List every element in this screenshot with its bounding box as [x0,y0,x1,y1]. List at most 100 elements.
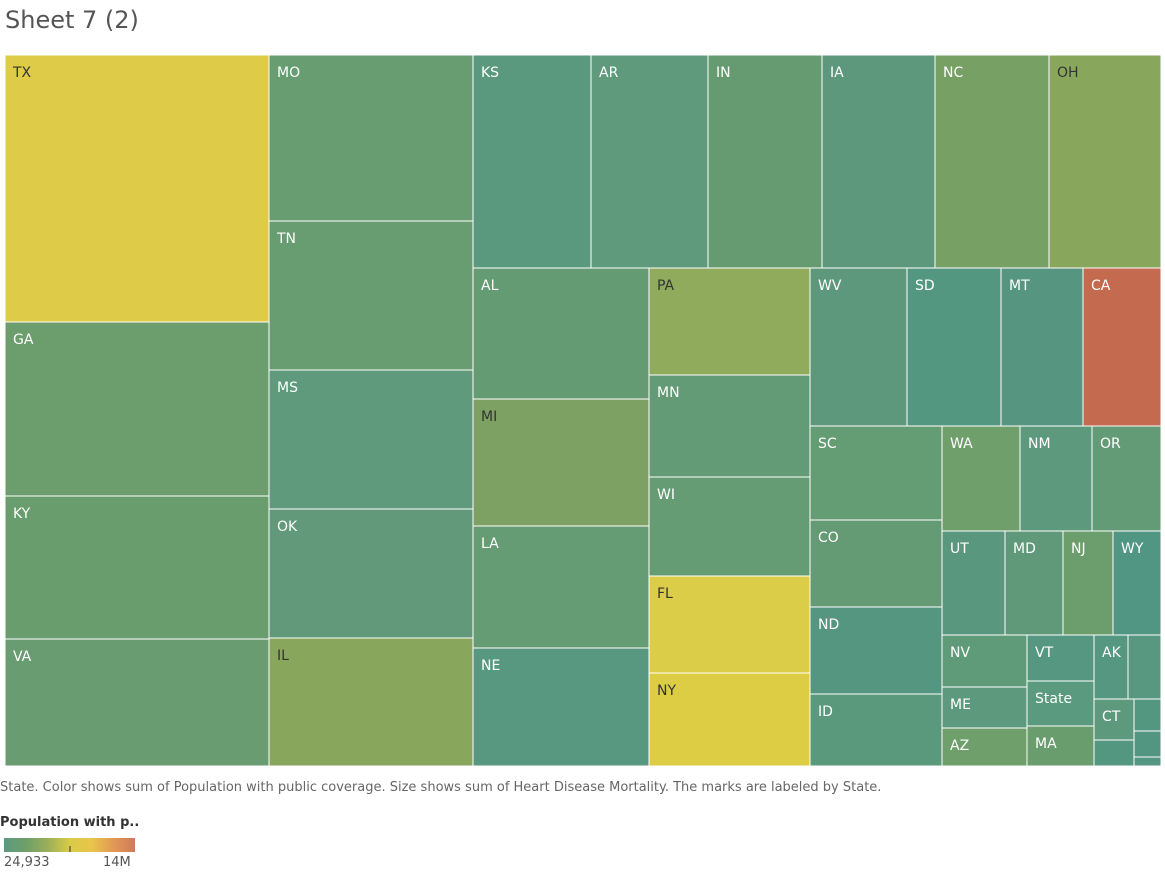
treemap-label-mi: MI [481,409,497,425]
treemap-label-or: OR [1100,436,1121,452]
treemap-cell-vt[interactable] [1026,634,1095,682]
treemap-cell-state[interactable] [1026,680,1095,727]
treemap-label-co: CO [818,530,839,546]
treemap-label-id: ID [818,704,833,720]
treemap-cell-ga[interactable] [4,321,270,497]
treemap-cell-mn[interactable] [648,374,811,478]
treemap-label-ca: CA [1091,278,1111,294]
treemap-cell-fl[interactable] [648,575,811,674]
treemap-cell-unlabeled-51[interactable] [1133,756,1162,767]
treemap-label-sd: SD [915,278,935,294]
treemap-cell-az[interactable] [941,727,1028,767]
sheet-title: Sheet 7 (2) [5,6,139,34]
treemap-cell-unlabeled-47[interactable] [1127,634,1162,700]
treemap-cell-ar[interactable] [590,54,709,269]
treemap-label-ms: MS [277,380,298,396]
treemap-cell-ct[interactable] [1093,698,1135,741]
treemap-label-tx: TX [12,65,32,81]
treemap-cell-ny[interactable] [648,672,811,767]
treemap-cell-il[interactable] [268,637,474,767]
treemap-cell-md[interactable] [1004,530,1064,636]
treemap-label-il: IL [277,648,289,664]
treemap-cell-va[interactable] [4,638,270,767]
treemap-cell-ks[interactable] [472,54,592,269]
chart-caption: State. Color shows sum of Population wit… [0,780,882,795]
treemap-label-oh: OH [1057,65,1079,81]
treemap-label-nc: NC [943,65,963,81]
treemap-label-ky: KY [13,506,31,522]
treemap-cell-wy[interactable] [1112,530,1162,636]
treemap-label-ut: UT [950,541,969,557]
treemap-label-az: AZ [950,738,969,754]
treemap-cell-wa[interactable] [941,425,1021,532]
treemap-cell-co[interactable] [809,519,943,608]
treemap-label-al: AL [481,278,499,294]
color-legend-gradient [4,838,135,852]
treemap-label-nd: ND [818,617,839,633]
treemap-label-nv: NV [950,645,970,661]
treemap-cell-sd[interactable] [906,267,1002,427]
treemap-label-in: IN [716,65,731,81]
treemap-cell-in[interactable] [707,54,823,269]
treemap-cell-id[interactable] [809,693,943,767]
treemap-label-fl: FL [657,586,673,602]
treemap-label-vt: VT [1035,645,1054,661]
treemap-label-ny: NY [657,683,676,699]
treemap-label-ak: AK [1102,645,1122,661]
treemap-cell-unlabeled-49[interactable] [1133,730,1162,758]
treemap-label-ok: OK [277,519,298,535]
treemap-label-ma: MA [1035,736,1057,752]
color-legend-min-label: 24,933 [4,855,50,870]
treemap-cell-sc[interactable] [809,425,943,521]
treemap-cell-nc[interactable] [934,54,1050,269]
treemap-label-sc: SC [818,436,837,452]
treemap-label-va: VA [13,649,32,665]
treemap-label-state: State [1035,691,1072,707]
treemap-cell-nd[interactable] [809,606,943,695]
treemap-label-wy: WY [1121,541,1144,557]
treemap-cell-me[interactable] [941,686,1028,729]
treemap-cell-la[interactable] [472,525,650,649]
treemap-label-ar: AR [599,65,619,81]
treemap-cell-mi[interactable] [472,398,650,527]
treemap-cell-mo[interactable] [268,54,474,222]
treemap-cell-ut[interactable] [941,530,1006,636]
treemap-label-la: LA [481,536,499,552]
treemap-cell-ak[interactable] [1093,634,1129,700]
treemap-cell-unlabeled-48[interactable] [1133,698,1162,732]
treemap-label-wv: WV [818,278,842,294]
treemap-cell-tx[interactable] [4,54,270,323]
treemap-label-ia: IA [830,65,844,81]
treemap-label-ne: NE [481,658,500,674]
treemap-cell-pa[interactable] [648,267,811,376]
color-legend-title: Population with p.. [0,815,140,830]
treemap-cell-tn[interactable] [268,220,474,371]
treemap-label-pa: PA [657,278,675,294]
treemap-label-nm: NM [1028,436,1051,452]
treemap-cell-ok[interactable] [268,508,474,639]
treemap-cell-ne[interactable] [472,647,650,767]
treemap-label-wa: WA [950,436,973,452]
treemap-label-wi: WI [657,487,675,503]
treemap-cell-al[interactable] [472,267,650,400]
treemap-label-mt: MT [1009,278,1030,294]
legend-gradient-rect [4,838,135,852]
color-legend-max-label: 14M [103,855,131,870]
treemap-label-ct: CT [1102,709,1121,725]
treemap-cell-ia[interactable] [821,54,936,269]
treemap-label-tn: TN [276,231,296,247]
treemap-label-nj: NJ [1071,541,1086,557]
treemap-label-md: MD [1013,541,1036,557]
treemap-cell-nj[interactable] [1062,530,1114,636]
treemap-label-ks: KS [481,65,499,81]
treemap-cell-nm[interactable] [1019,425,1093,532]
treemap-label-mn: MN [657,385,680,401]
treemap-cell-nv[interactable] [941,634,1028,688]
treemap-cell-ky[interactable] [4,495,270,640]
treemap-cell-unlabeled-50[interactable] [1093,739,1135,767]
treemap-cell-wi[interactable] [648,476,811,577]
treemap-label-mo: MO [277,65,300,81]
treemap-cell-oh[interactable] [1048,54,1162,269]
treemap-cell-wv[interactable] [809,267,908,427]
treemap-cell-ms[interactable] [268,369,474,510]
